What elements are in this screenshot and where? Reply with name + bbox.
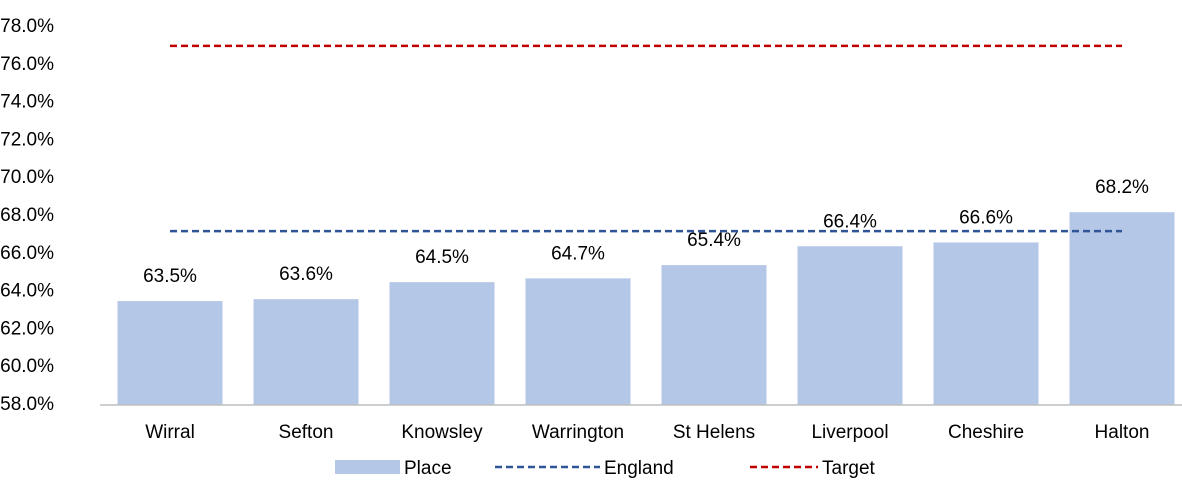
y-tick-label: 74.0% [0, 92, 54, 113]
bar [661, 265, 767, 405]
data-label: 64.5% [415, 247, 469, 268]
x-tick-label: St Helens [673, 422, 755, 443]
data-label: 63.6% [279, 264, 333, 285]
y-tick-label: 58.0% [0, 394, 54, 415]
data-label: 64.7% [551, 243, 605, 264]
bar [525, 278, 631, 405]
x-tick-label: Cheshire [948, 422, 1024, 443]
legend-label: England [604, 458, 674, 479]
y-tick-label: 70.0% [0, 167, 54, 188]
bar [1069, 212, 1175, 405]
x-tick-label: Warrington [532, 422, 624, 443]
x-tick-label: Sefton [279, 422, 334, 443]
x-tick-label: Liverpool [811, 422, 888, 443]
y-tick-label: 76.0% [0, 54, 54, 75]
data-label: 65.4% [687, 230, 741, 251]
legend-swatch [335, 460, 400, 474]
x-tick-label: Knowsley [401, 422, 483, 443]
y-tick-label: 72.0% [0, 129, 54, 150]
bar [117, 301, 223, 405]
y-tick-label: 68.0% [0, 205, 54, 226]
y-tick-label: 78.0% [0, 16, 54, 37]
data-label: 66.4% [823, 211, 877, 232]
legend-label: Place [404, 458, 452, 479]
y-tick-label: 60.0% [0, 356, 54, 377]
x-tick-label: Halton [1095, 422, 1150, 443]
legend-label: Target [822, 458, 876, 479]
data-label: 68.2% [1095, 177, 1149, 198]
y-tick-label: 66.0% [0, 243, 54, 264]
data-label: 66.6% [959, 207, 1013, 228]
data-label: 63.5% [143, 266, 197, 287]
x-tick-label: Wirral [145, 422, 195, 443]
bar [253, 299, 359, 405]
y-tick-label: 62.0% [0, 318, 54, 339]
y-tick-label: 64.0% [0, 281, 54, 302]
bar [389, 282, 495, 405]
bar [797, 246, 903, 405]
bar [933, 242, 1039, 405]
